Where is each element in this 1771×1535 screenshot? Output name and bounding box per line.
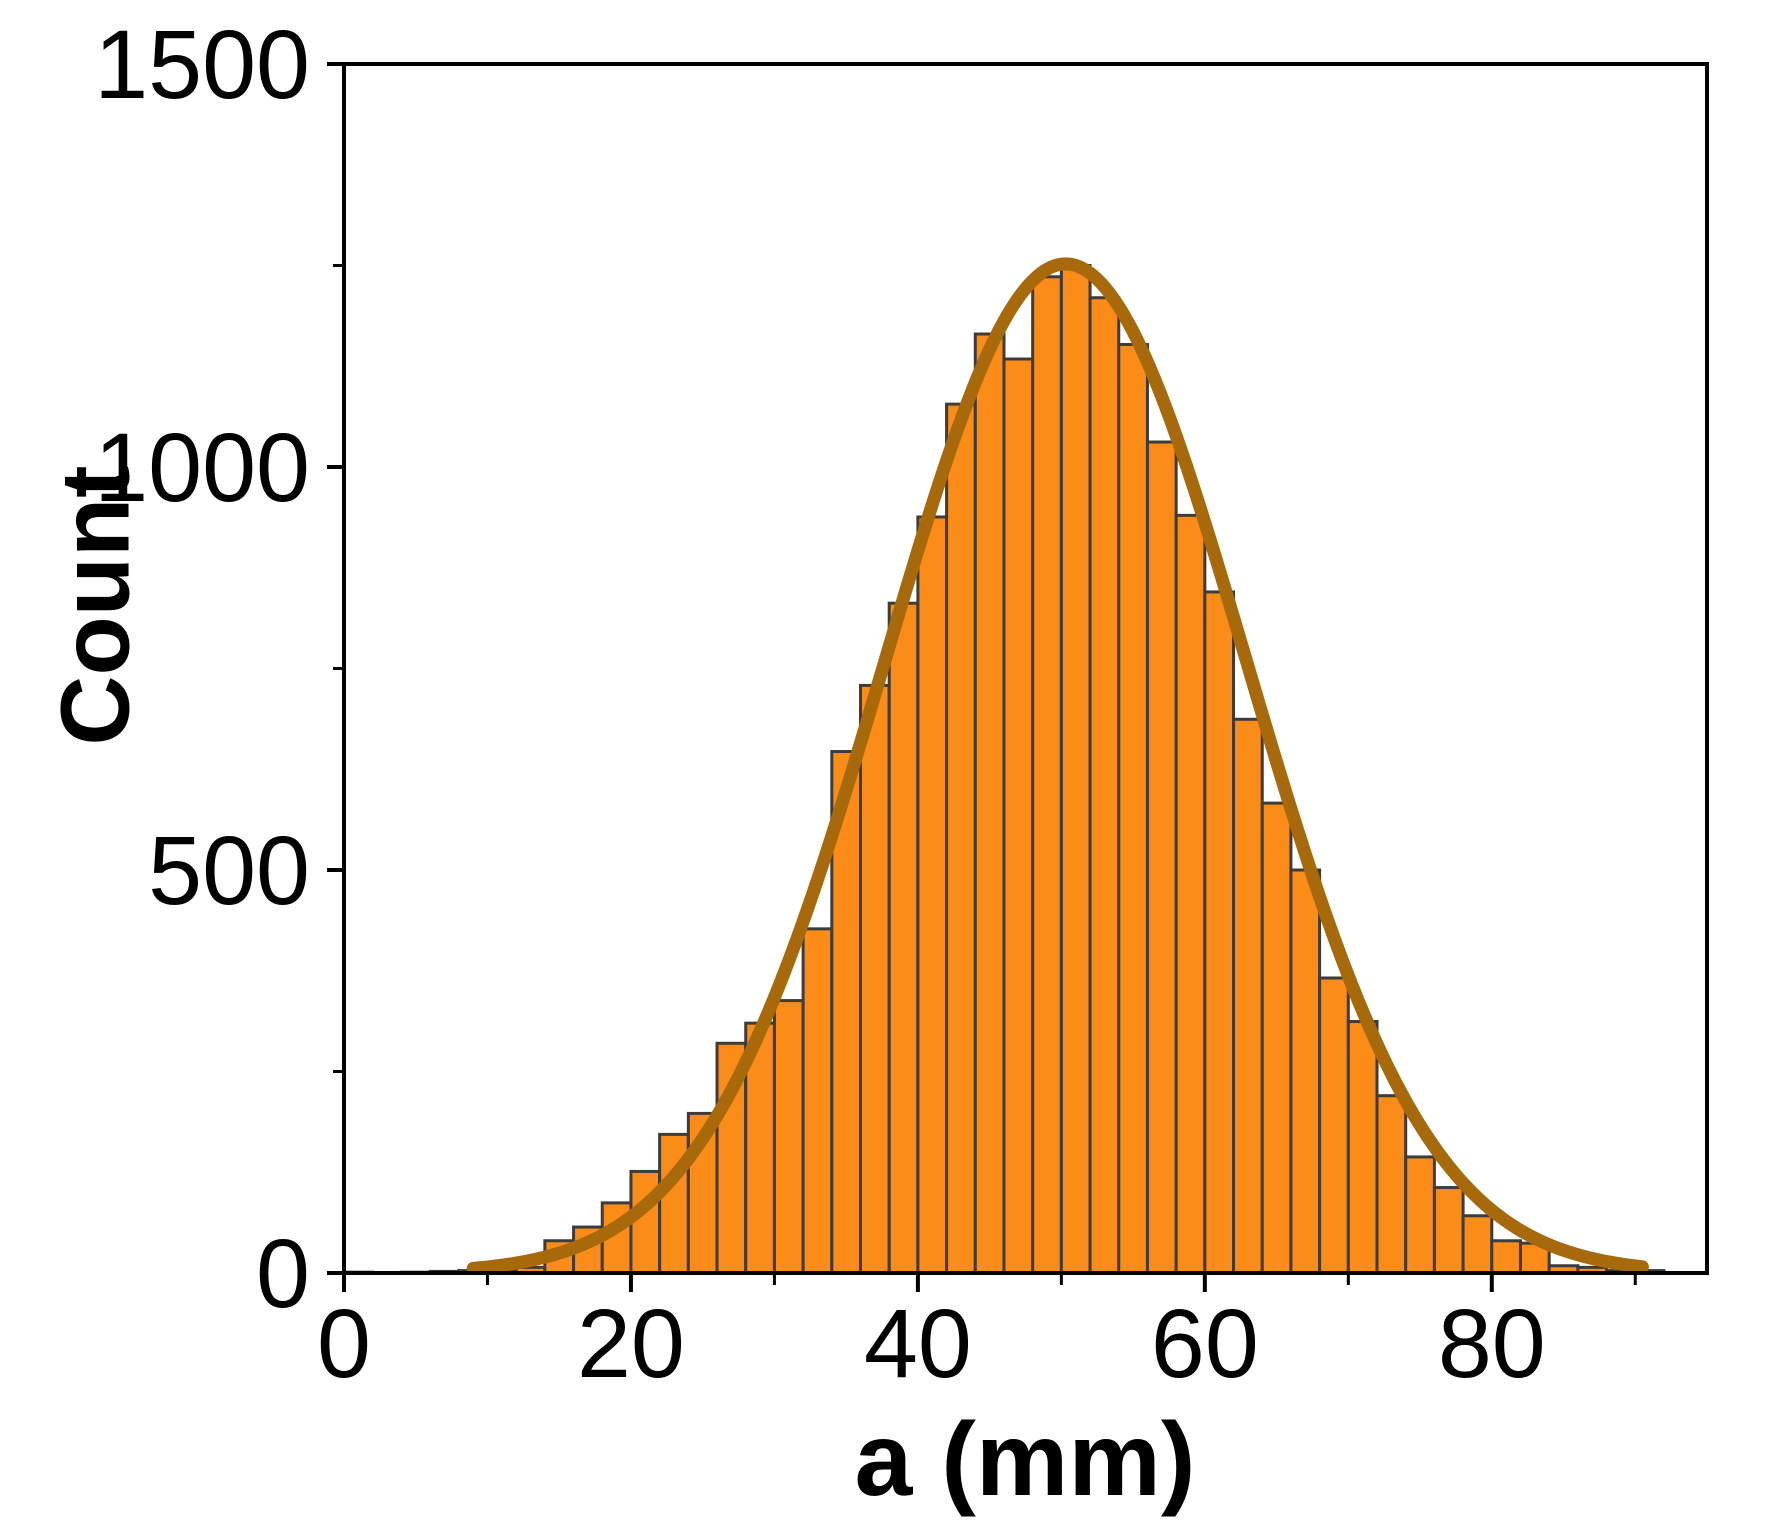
x-tick-label: 20	[576, 1289, 685, 1398]
histogram-bar	[1289, 868, 1322, 1275]
histogram-bar	[772, 999, 805, 1275]
histogram-bar	[945, 402, 977, 1275]
y-tick-label: 1500	[94, 10, 310, 119]
histogram-bar	[1318, 976, 1350, 1275]
histogram-bar	[887, 601, 920, 1275]
histogram-bar	[1490, 1239, 1522, 1275]
histogram-bar	[1174, 513, 1207, 1275]
histogram-bar	[1145, 440, 1178, 1275]
histogram-bar	[1432, 1186, 1465, 1275]
axis-frame	[342, 62, 1709, 1275]
histogram-bar	[1059, 264, 1092, 1275]
y-tick-label: 500	[148, 816, 310, 925]
x-tick-label: 80	[1437, 1289, 1546, 1398]
histogram-bar	[1088, 296, 1121, 1275]
x-tick-label: 40	[863, 1289, 972, 1398]
histogram-bar	[1002, 357, 1035, 1275]
x-tick-label: 60	[1150, 1289, 1259, 1398]
y-tick-label: 0	[256, 1219, 310, 1328]
histogram-bar	[973, 332, 1006, 1275]
histogram-bar	[916, 515, 949, 1275]
histogram-bar	[1260, 801, 1293, 1275]
gaussian-fit-curve	[466, 257, 1649, 1275]
histogram-bar	[1031, 275, 1063, 1275]
histogram-bar	[859, 683, 891, 1275]
histogram-bar	[1232, 717, 1264, 1275]
histogram-bar	[801, 927, 834, 1275]
histogram-bar	[1461, 1214, 1494, 1275]
histogram-bar	[1375, 1094, 1408, 1275]
plot-area	[327, 62, 1709, 1292]
histogram-bar	[1203, 590, 1236, 1275]
histogram-bar	[629, 1169, 662, 1275]
histogram-bar	[744, 1021, 776, 1275]
histogram-bar	[1346, 1020, 1379, 1275]
x-tick-label: 0	[317, 1289, 371, 1398]
histogram-bar	[1404, 1155, 1436, 1275]
x-axis-title: a (mm)	[854, 1402, 1196, 1518]
y-tick-label: 1000	[94, 413, 310, 522]
histogram-bar	[1117, 342, 1149, 1275]
